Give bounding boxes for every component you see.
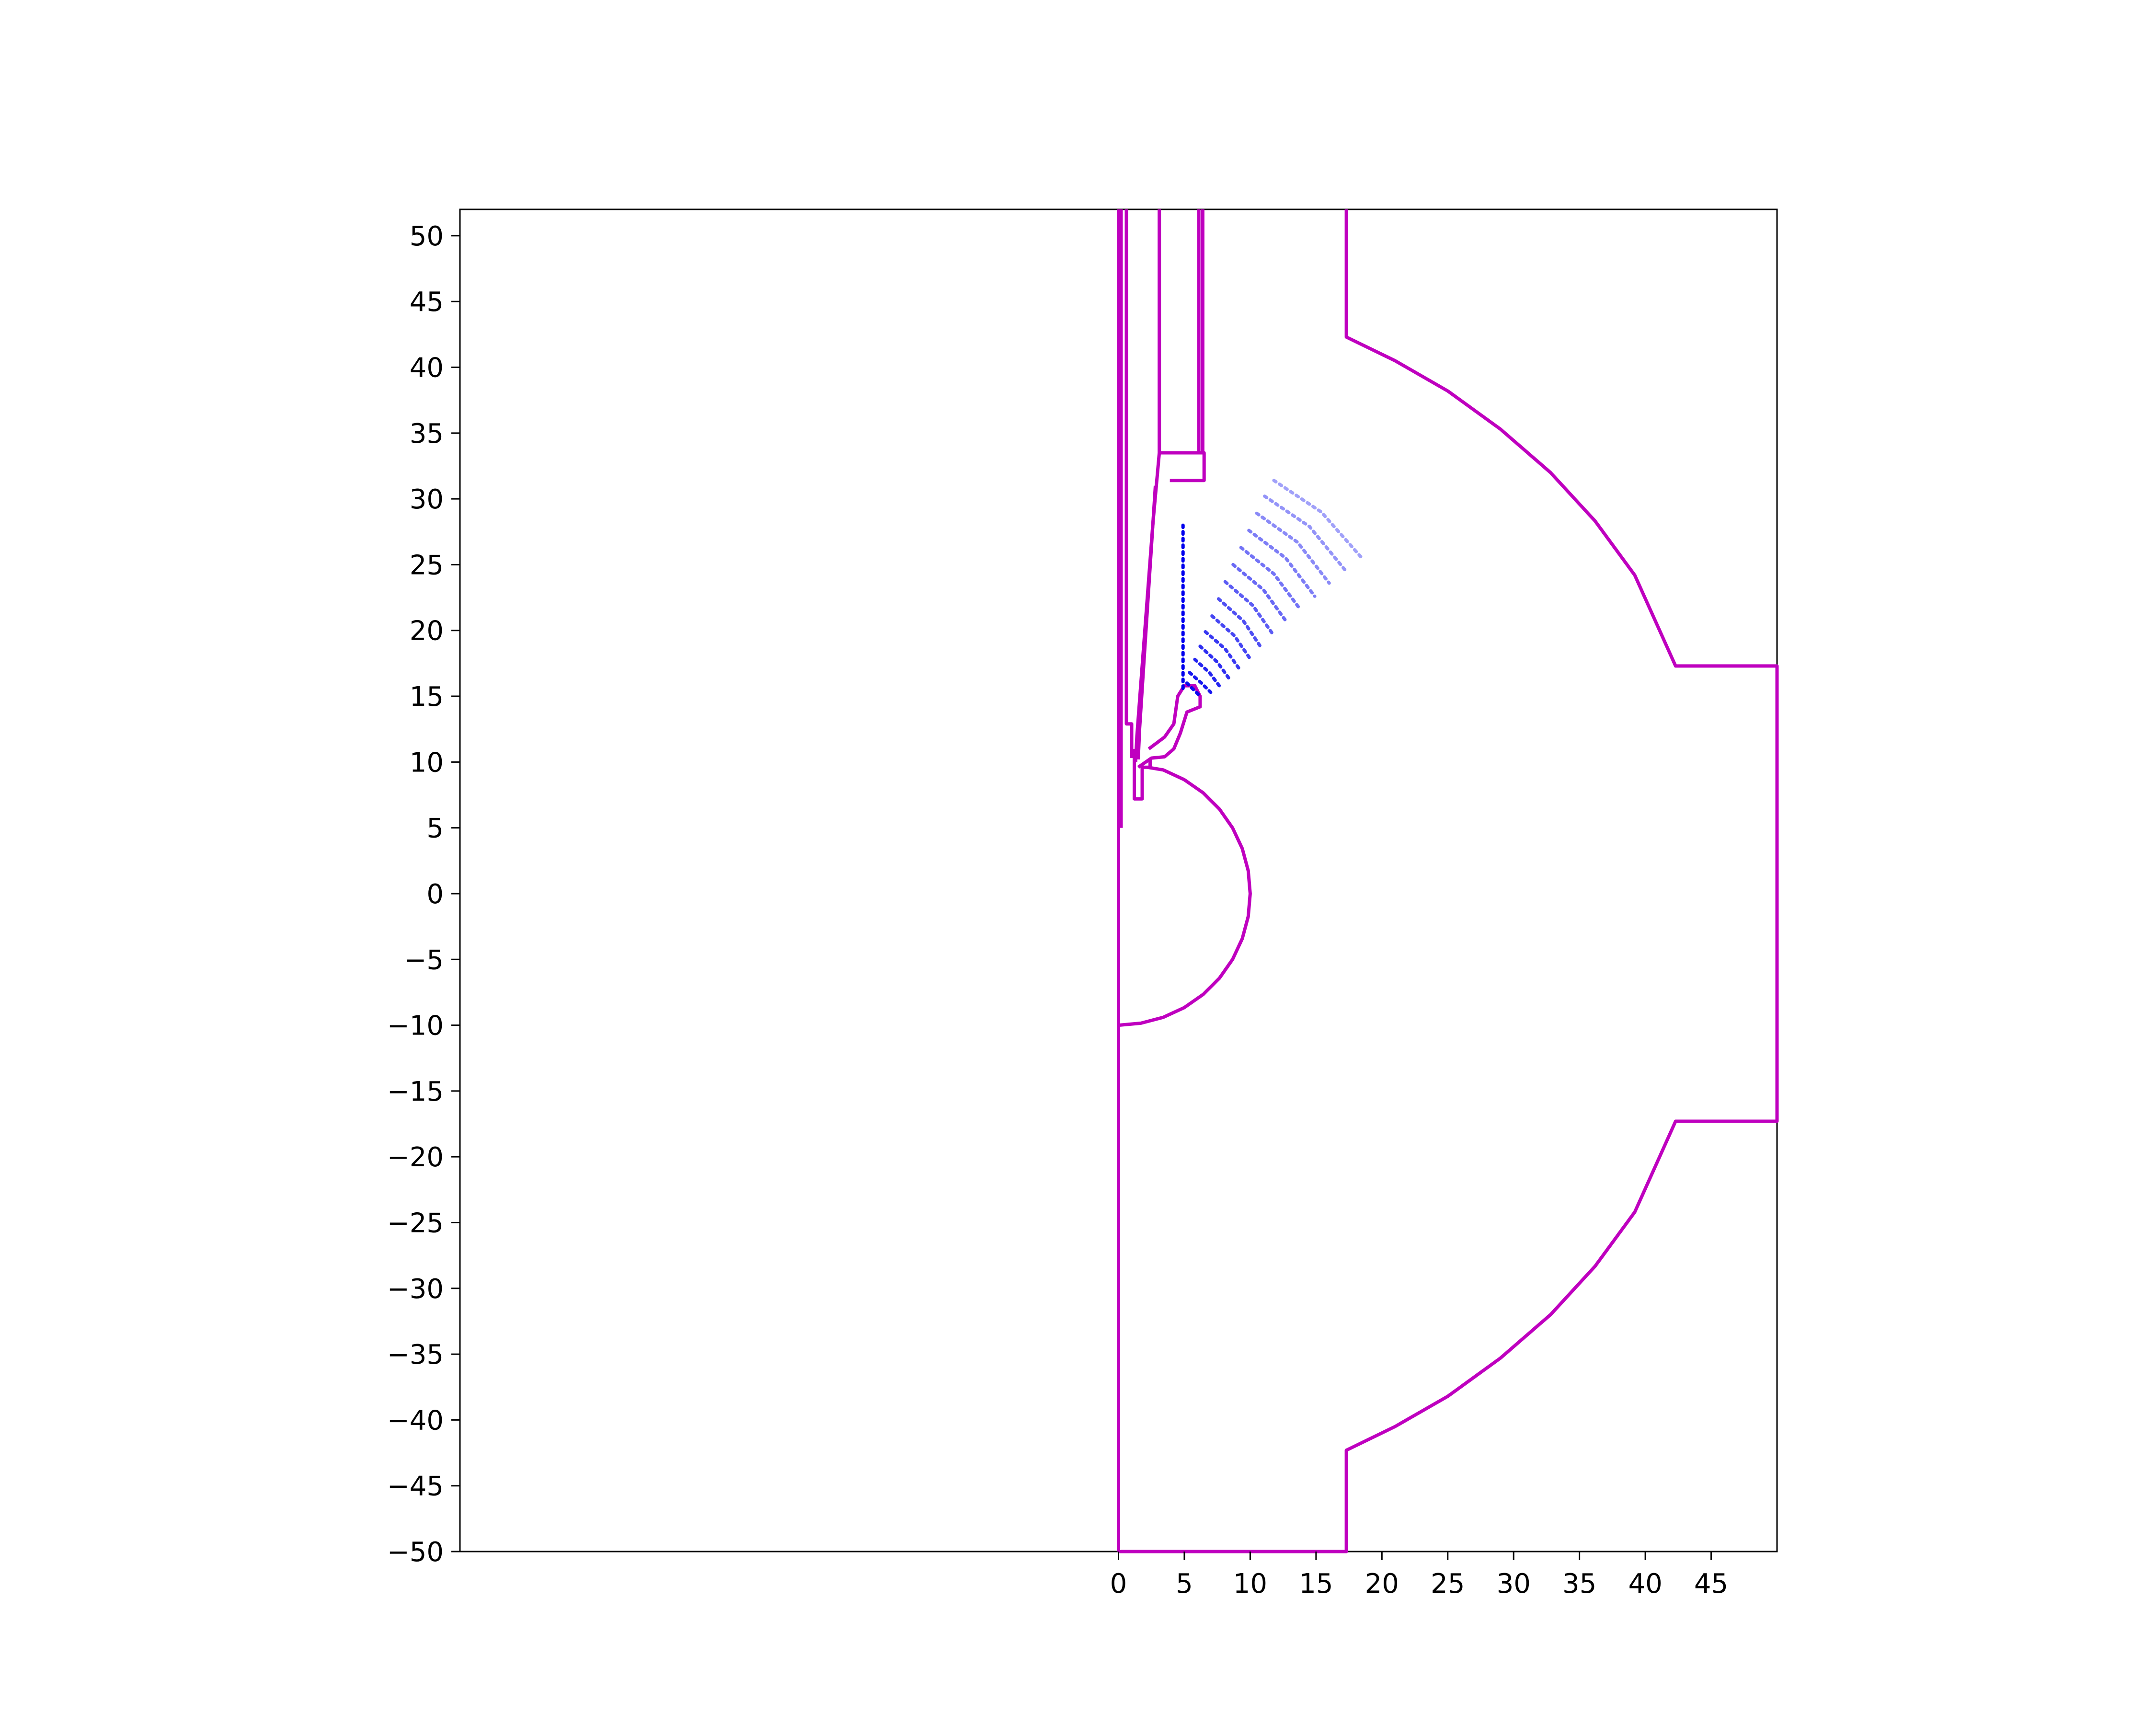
y-tick-label: −20: [387, 1142, 444, 1173]
field-arc-9: [1231, 563, 1289, 624]
field-arc-12: [1255, 511, 1331, 585]
field-arc-7: [1216, 597, 1264, 651]
x-tick-label: 25: [1431, 1568, 1465, 1599]
sphere-outline: [1118, 765, 1252, 1027]
y-tick-label: 0: [426, 879, 444, 910]
y-tick-label: 25: [410, 550, 444, 581]
y-tick-label: −40: [387, 1405, 444, 1436]
y-axis-ticks: 50454035302520151050−5−10−15−20−25−30−35…: [387, 221, 460, 1568]
y-tick-label: 15: [410, 681, 444, 713]
field-arc-5: [1204, 630, 1243, 673]
y-tick-label: 5: [426, 813, 444, 844]
y-tick-label: 20: [410, 616, 444, 647]
x-tick-label: 20: [1365, 1568, 1399, 1599]
field-arc-13: [1263, 494, 1347, 572]
y-tick-label: 45: [410, 287, 444, 318]
y-tick-label: 50: [410, 221, 444, 252]
electrode-stem-inner: [1136, 485, 1157, 760]
x-axis-ticks: 0 5 10 15 20 25 30 35 40 45: [1110, 1552, 1728, 1599]
x-tick-label: 10: [1233, 1568, 1267, 1599]
y-tick-label: 30: [410, 484, 444, 515]
y-tick-label: −25: [387, 1208, 444, 1239]
field-arc-4: [1198, 644, 1232, 682]
geometry-layer: [1117, 209, 1779, 1553]
electrode-stem: [1134, 209, 1161, 762]
y-tick-label: −5: [404, 944, 444, 976]
y-tick-label: 40: [410, 353, 444, 384]
x-tick-label: 0: [1110, 1568, 1127, 1599]
field-arc-11: [1247, 529, 1317, 598]
tip-nose: [1137, 684, 1202, 769]
electrode-cap: [1159, 451, 1206, 483]
x-tick-label: 40: [1628, 1568, 1662, 1599]
field-arc-2: [1188, 671, 1213, 694]
field-arc-14: [1272, 479, 1363, 559]
left-tube-inner: [1124, 209, 1134, 759]
x-tick-label: 5: [1176, 1568, 1193, 1599]
x-tick-label: 30: [1497, 1568, 1531, 1599]
y-tick-label: −35: [387, 1339, 444, 1370]
y-tick-label: −30: [387, 1274, 444, 1305]
field-arc-6: [1210, 614, 1253, 663]
y-tick-label: 10: [410, 747, 444, 778]
x-tick-label: 15: [1299, 1568, 1333, 1599]
field-arc-8: [1223, 580, 1276, 638]
lower-plug: [1133, 748, 1152, 801]
x-tick-label: 35: [1562, 1568, 1596, 1599]
y-tick-label: −45: [387, 1471, 444, 1502]
y-tick-label: 35: [410, 418, 444, 449]
field-arc-10: [1239, 546, 1302, 611]
y-tick-label: −15: [387, 1076, 444, 1107]
y-tick-label: −10: [387, 1011, 444, 1042]
y-tick-label: −50: [387, 1537, 444, 1568]
field-arc-1: [1185, 681, 1202, 698]
field-lines-layer: [1181, 479, 1363, 698]
x-tick-label: 45: [1694, 1568, 1728, 1599]
chamber-outline: [1118, 209, 1779, 1553]
field-arc-3: [1193, 657, 1223, 690]
